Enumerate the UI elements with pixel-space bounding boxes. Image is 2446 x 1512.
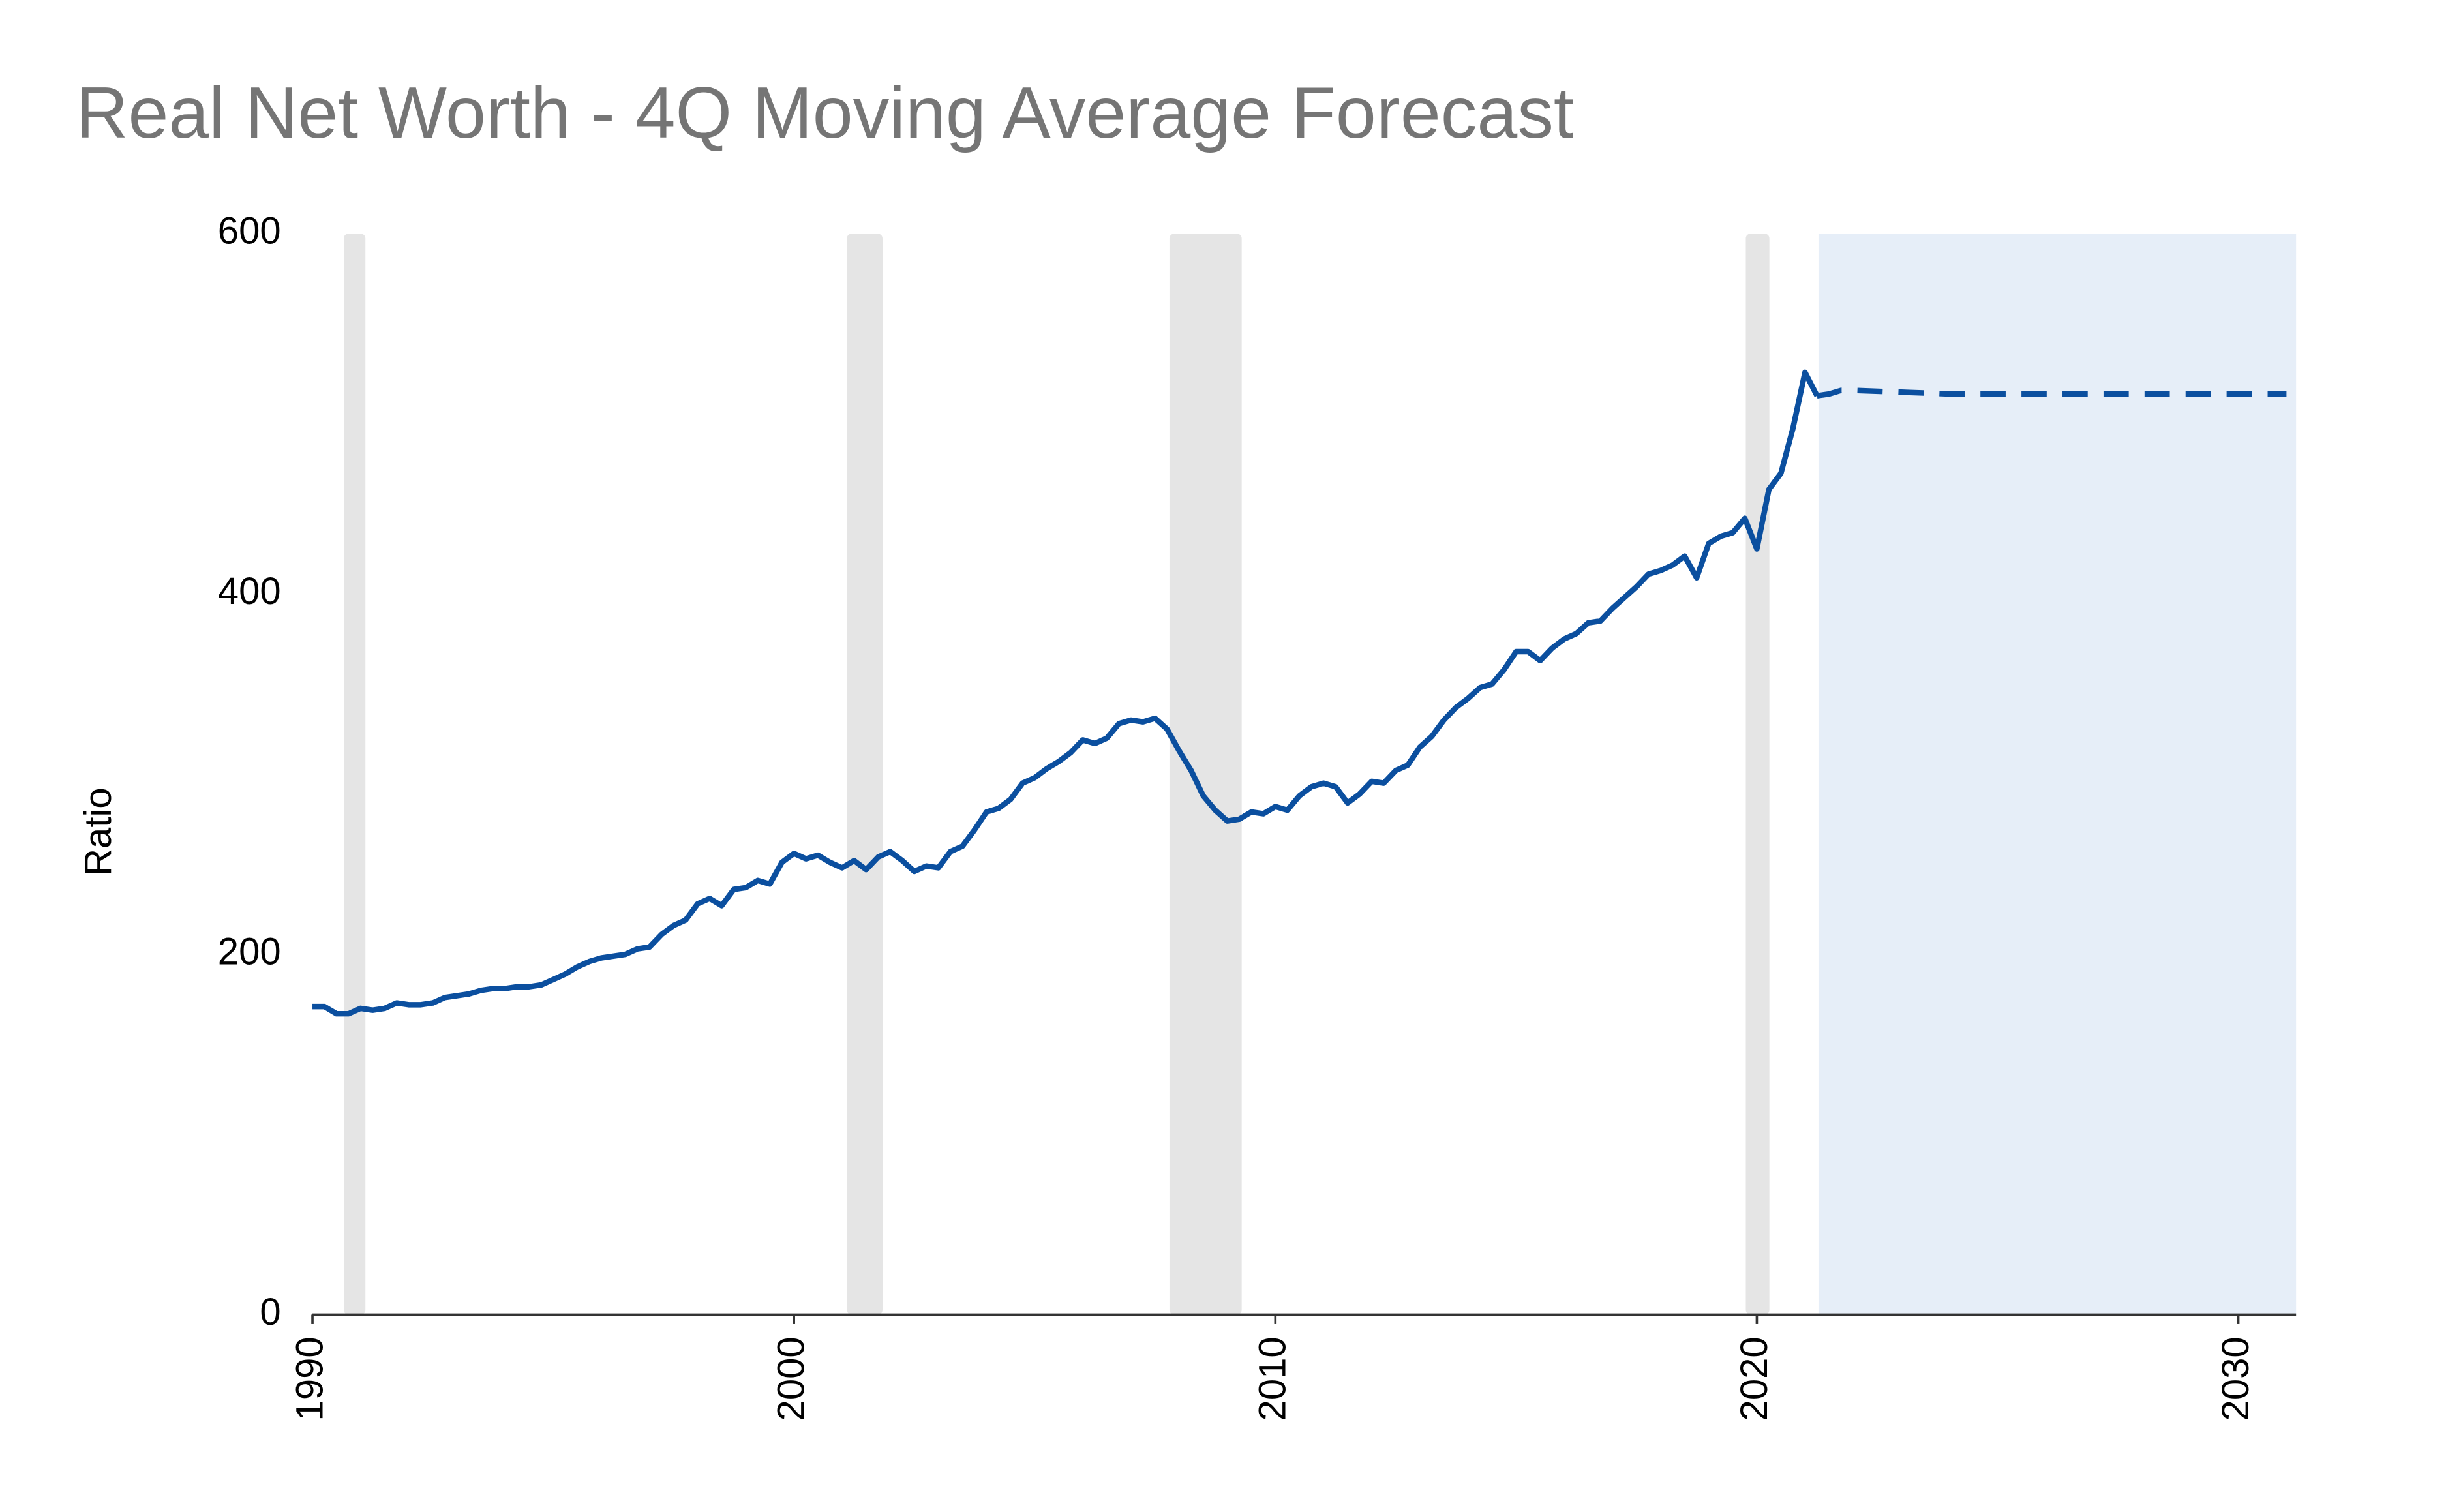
recession-band [344, 234, 366, 1315]
forecast-line [1817, 387, 2287, 399]
x-tick-label: 1990 [288, 1337, 331, 1421]
recession-band [847, 234, 883, 1315]
history-line [312, 369, 1820, 1017]
y-tick-label: 600 [218, 210, 281, 252]
forecast-region [1818, 234, 2297, 1315]
y-axis-label: Ratio [77, 787, 119, 876]
y-tick-label: 400 [218, 570, 281, 612]
x-tick-label: 2010 [1252, 1337, 1294, 1421]
recession-band [1745, 234, 1770, 1315]
recession-band [1169, 234, 1242, 1315]
chart-title: Real Net Worth - 4Q Moving Average Forec… [76, 72, 1574, 153]
x-tick-label: 2030 [2214, 1337, 2257, 1421]
x-tick-label: 2000 [770, 1337, 813, 1421]
y-tick-label: 0 [260, 1291, 280, 1333]
y-tick-label: 200 [218, 930, 281, 973]
x-tick-label: 2020 [1733, 1337, 1775, 1421]
